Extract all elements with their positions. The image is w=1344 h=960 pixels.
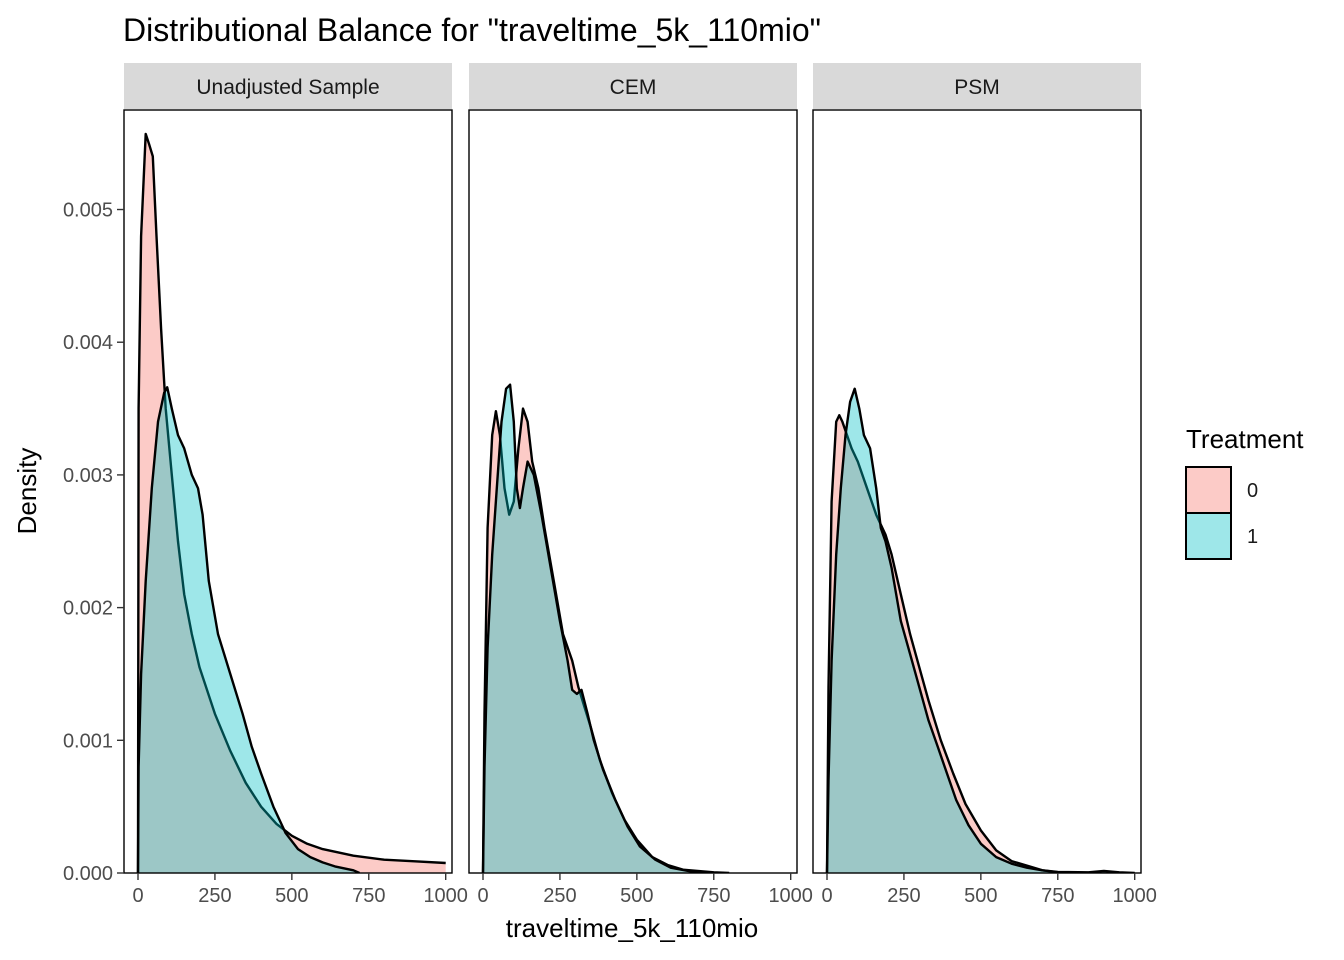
x-axis-title: traveltime_5k_110mio <box>506 913 758 943</box>
density-areas <box>825 387 1135 873</box>
y-tick-label: 0.001 <box>63 730 113 752</box>
x-tick-label: 0 <box>821 885 832 907</box>
facet-strip <box>813 63 1141 109</box>
density-areas <box>136 132 446 873</box>
density-line-treatment-1 <box>825 387 1135 873</box>
y-tick-label: 0.005 <box>63 200 113 222</box>
x-tick-label: 1000 <box>423 885 468 907</box>
x-tick-label: 500 <box>964 885 997 907</box>
legend-label-0: 0 <box>1247 480 1258 502</box>
x-tick-label: 0 <box>477 885 488 907</box>
legend: Treatment 0 1 <box>1185 424 1304 560</box>
facet-strip <box>124 63 452 109</box>
density-areas <box>481 383 730 873</box>
density-line-treatment-1 <box>481 383 705 873</box>
x-tick-label: 1000 <box>768 885 813 907</box>
x-tick-label: 250 <box>543 885 576 907</box>
facet-panel: Unadjusted Sample 0 250 500 750 1000 <box>123 63 468 907</box>
legend-key-1 <box>1185 512 1232 560</box>
facet-panel: CEM 0 250 500 750 1000 <box>468 63 813 907</box>
x-tick-label: 250 <box>887 885 920 907</box>
density-line-treatment-0 <box>136 132 446 873</box>
facet-strip-label: CEM <box>610 76 657 99</box>
legend-label-1: 1 <box>1247 526 1258 548</box>
y-axis: 0.000 0.001 0.002 0.003 0.004 0.005 <box>63 200 124 885</box>
facet-panels: Unadjusted Sample 0 250 500 750 1000 CEM 0 250 50… <box>123 63 1157 907</box>
facet-strip-label: Unadjusted Sample <box>196 76 379 99</box>
density-area-treatment-0 <box>138 133 446 873</box>
y-tick-label: 0.004 <box>63 332 113 354</box>
x-tick-label: 1000 <box>1112 885 1157 907</box>
x-tick-label: 0 <box>132 885 143 907</box>
density-area-treatment-1 <box>827 388 1135 873</box>
x-tick-label: 750 <box>352 885 385 907</box>
panel-border <box>812 109 1142 874</box>
y-tick-label: 0.003 <box>63 465 113 487</box>
x-tick-label: 500 <box>275 885 308 907</box>
facet-panel: PSM 0 250 500 750 1000 <box>812 63 1157 907</box>
x-tick-label: 500 <box>620 885 653 907</box>
facet-strip-label: PSM <box>954 76 1000 99</box>
facet-strip <box>469 63 797 109</box>
x-tick-label: 250 <box>198 885 231 907</box>
panel-border <box>123 109 453 874</box>
legend-title: Treatment <box>1186 424 1304 454</box>
y-axis-title: Density <box>12 448 42 535</box>
density-area-treatment-0 <box>483 408 730 873</box>
density-area-treatment-1 <box>138 387 360 873</box>
panel-border <box>468 109 798 874</box>
y-tick-label: 0.002 <box>63 598 113 620</box>
chart-title: Distributional Balance for "traveltime_5… <box>123 12 821 48</box>
y-tick-label: 0.000 <box>63 863 113 885</box>
density-line-treatment-1 <box>136 386 360 873</box>
density-area-treatment-1 <box>483 384 705 873</box>
density-area-treatment-0 <box>827 415 1074 873</box>
legend-key-0 <box>1185 466 1232 514</box>
x-tick-label: 750 <box>1041 885 1074 907</box>
density-line-treatment-0 <box>825 414 1074 873</box>
x-tick-label: 750 <box>697 885 730 907</box>
